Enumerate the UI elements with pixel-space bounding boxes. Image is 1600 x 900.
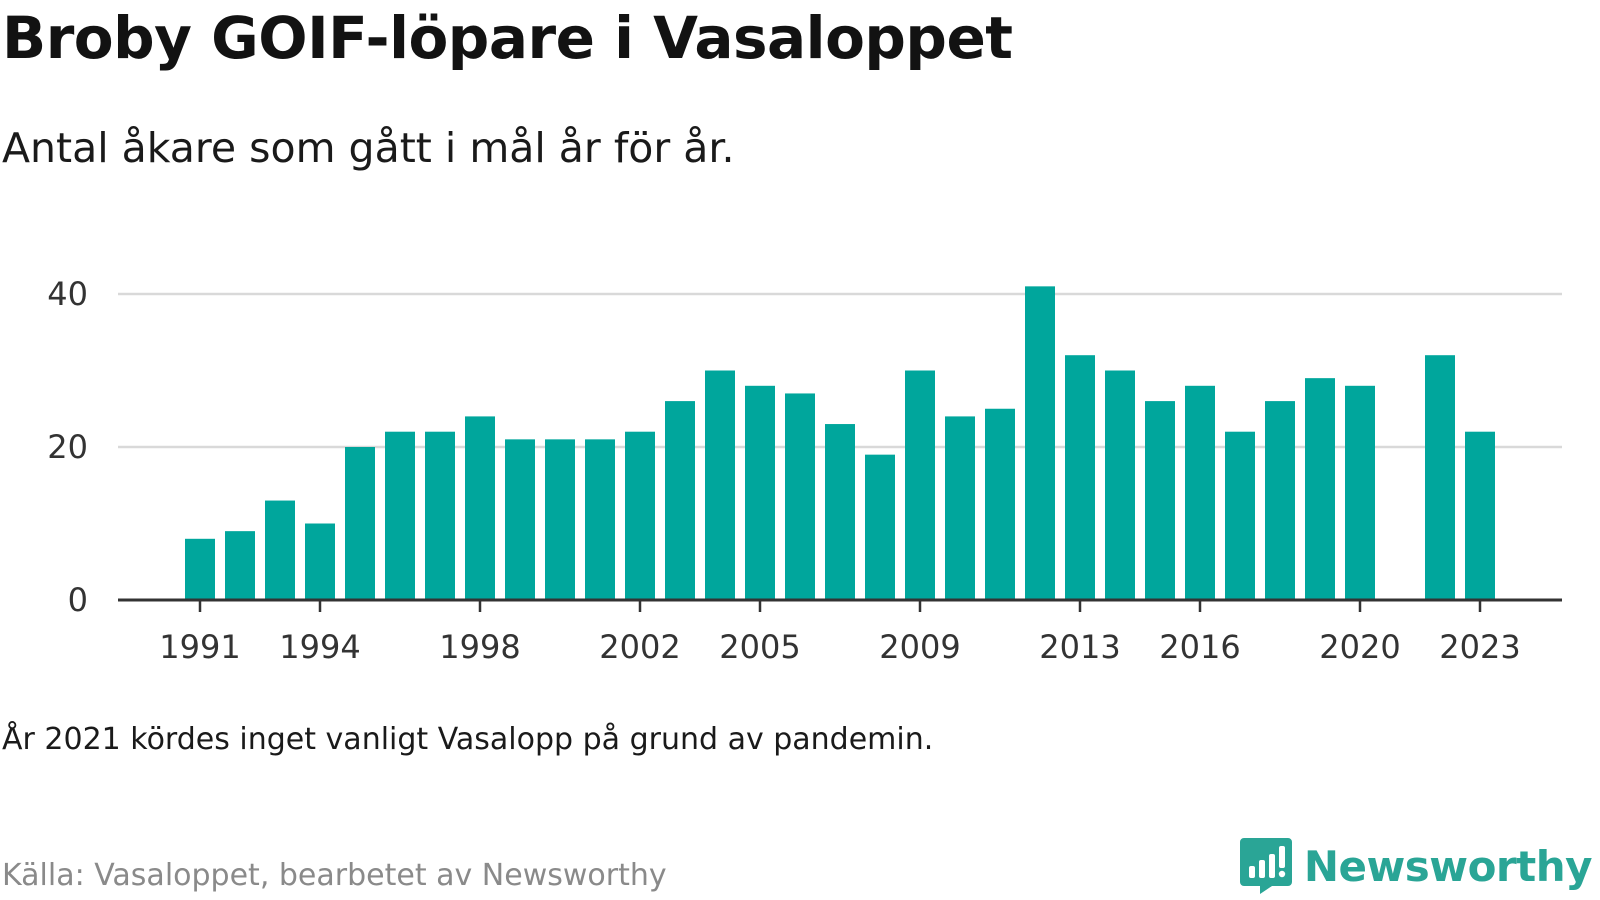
bar-1997	[425, 431, 455, 600]
x-tick-label: 2009	[879, 628, 960, 666]
y-tick-label: 20	[47, 428, 88, 466]
bar-chart: 0 20 40 1991 1994 1998 2002 2005 2009 2013 2016 202…	[47, 275, 1562, 666]
bar-2006	[785, 393, 815, 600]
x-tick-label: 2023	[1439, 628, 1520, 666]
bar-1995	[345, 447, 375, 600]
bar-2013	[1065, 355, 1095, 600]
bar-2007	[825, 424, 855, 600]
bar-2019	[1305, 378, 1335, 600]
bar-2009	[905, 370, 935, 600]
bar-2004	[705, 370, 735, 600]
source-credit: Källa: Vasaloppet, bearbetet av Newswort…	[2, 858, 667, 893]
x-tick-label: 1998	[439, 628, 520, 666]
chart-title: Broby GOIF-löpare i Vasaloppet	[2, 4, 1013, 72]
bar-2014	[1105, 370, 1135, 600]
bar-2012	[1025, 286, 1055, 600]
bar-1992	[225, 531, 255, 600]
bar-2018	[1265, 401, 1295, 600]
bar-2016	[1185, 385, 1215, 600]
bar-2010	[945, 416, 975, 600]
footnote: År 2021 kördes inget vanligt Vasalopp på…	[2, 722, 934, 757]
bar-2017	[1225, 431, 1255, 600]
bar-1994	[305, 523, 335, 600]
bar-2023	[1465, 431, 1495, 600]
y-tick-label: 40	[47, 275, 88, 313]
newsworthy-logo-icon	[1239, 838, 1292, 894]
x-tick-label: 1994	[279, 628, 360, 666]
bar-2000	[545, 439, 575, 600]
bar-2002	[625, 431, 655, 600]
bar-2008	[865, 454, 895, 600]
bar-2015	[1145, 401, 1175, 600]
x-tick-label: 2005	[719, 628, 800, 666]
bar-1998	[465, 416, 495, 600]
bar-1999	[505, 439, 535, 600]
brand-name: Newsworthy	[1303, 841, 1593, 891]
bar-2011	[985, 408, 1015, 600]
bar-2020	[1345, 385, 1375, 600]
x-tick-label: 2016	[1159, 628, 1240, 666]
bar-2022	[1425, 355, 1455, 600]
bar-2001	[585, 439, 615, 600]
bar-1996	[385, 431, 415, 600]
x-tick-label: 1991	[159, 628, 240, 666]
chart-subtitle: Antal åkare som gått i mål år för år.	[2, 124, 735, 172]
y-tick-label: 0	[68, 581, 88, 619]
bar-1993	[265, 500, 295, 600]
brand-logo: Newsworthy	[1238, 836, 1593, 896]
bar-2005	[745, 385, 775, 600]
x-tick-label: 2002	[599, 628, 680, 666]
axes: 0 20 40 1991 1994 1998 2002 2005 2009 2013 2016 202…	[47, 275, 1562, 666]
bars	[185, 286, 1495, 600]
x-tick-label: 2020	[1319, 628, 1400, 666]
bar-1991	[185, 538, 215, 600]
x-tick-label: 2013	[1039, 628, 1120, 666]
bar-2003	[665, 401, 695, 600]
